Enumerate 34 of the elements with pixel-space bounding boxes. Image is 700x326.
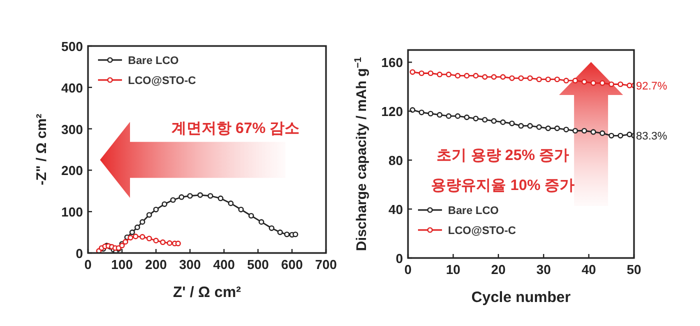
y-tick-label: 160 <box>381 55 403 70</box>
x-tick-label: 50 <box>626 262 642 277</box>
y-tick-label: 400 <box>61 80 83 96</box>
x-tick-label: 10 <box>446 262 460 277</box>
y-tick-label: 120 <box>381 104 403 120</box>
x-tick-label: 700 <box>315 257 337 272</box>
annotation: 계면저항 67% 감소 <box>171 120 300 137</box>
legend-label: LCO@STO-C <box>128 75 196 87</box>
x-tick-label: 300 <box>179 257 201 272</box>
x-tick-label: 20 <box>491 262 506 277</box>
y-tick-label: 0 <box>76 246 83 261</box>
annotation: 초기 용량 25% 증가 <box>436 147 570 164</box>
y-tick-label: 500 <box>61 39 83 54</box>
annotation: 92.7% <box>636 80 668 92</box>
y-tick-label: 40 <box>388 202 403 218</box>
legend-label: LCO@STO-C <box>448 225 516 237</box>
y-axis-title: -Z" / Ω cm² <box>33 113 49 186</box>
y-tick-label: 300 <box>61 122 83 137</box>
annotation: 용량유지율 10% 증가 <box>431 177 575 194</box>
x-axis-title: Z' / Ω cm² <box>172 284 242 301</box>
x-tick-label: 30 <box>536 262 551 277</box>
x-tick-label: 100 <box>111 257 133 272</box>
y-tick-label: 100 <box>61 204 83 220</box>
x-tick-label: 400 <box>213 257 235 272</box>
y-tick-label: 200 <box>61 163 83 178</box>
legend-label: Bare LCO <box>128 55 180 67</box>
x-tick-label: 600 <box>281 257 303 272</box>
annotation: 83.3% <box>636 130 668 143</box>
y-tick-label: 80 <box>388 153 403 168</box>
x-tick-label: 40 <box>582 262 596 277</box>
legend-label: Bare LCO <box>448 205 500 217</box>
x-tick-label: 500 <box>247 257 269 272</box>
x-axis-title: Cycle number <box>471 289 571 306</box>
x-tick-label: 200 <box>145 257 167 272</box>
